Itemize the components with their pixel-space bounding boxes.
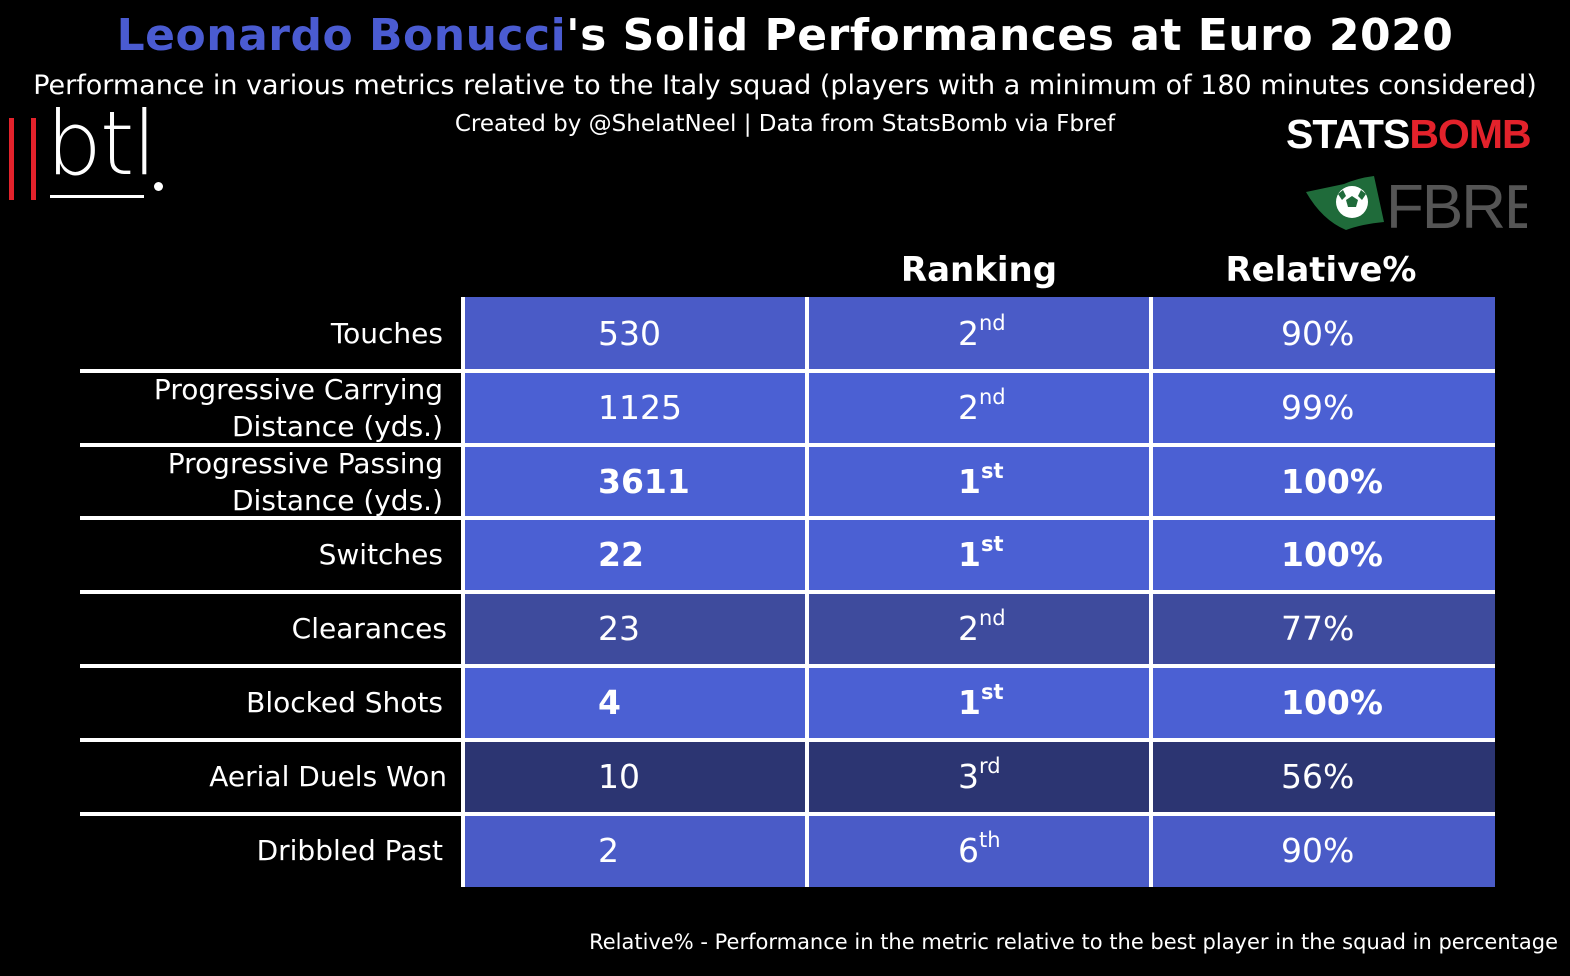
ranking-number: 6 [958, 830, 979, 870]
ranking-suffix: nd [979, 384, 1006, 409]
row-relative: 100% [1281, 461, 1383, 501]
ranking-number: 2 [958, 314, 979, 353]
row-divider [80, 664, 1495, 668]
credit-line: Created by @ShelatNeel | Data from Stats… [454, 111, 1116, 137]
ranking-suffix: st [980, 680, 1004, 704]
btl-logo-bars [9, 118, 36, 200]
row-label: Progressive Passing Distance (yds.) [168, 445, 443, 519]
column-divider [805, 297, 809, 888]
row-value: 3611 [598, 461, 690, 501]
btl-logo-dot [154, 182, 163, 191]
table-row-bg [463, 739, 1495, 814]
ranking-number: 2 [958, 609, 979, 649]
row-relative: 56% [1281, 756, 1355, 796]
ranking-number: 1 [958, 535, 981, 575]
chart-title: Leonardo Bonucci's Solid Performances at… [0, 10, 1570, 61]
row-divider [80, 811, 1495, 816]
column-header-relative: Relative% [1225, 250, 1417, 290]
row-label-line: Distance (yds.) [231, 483, 443, 517]
row-label: Aerial Duels Won [209, 759, 447, 793]
row-value: 1125 [598, 387, 682, 427]
table-row-bg [463, 444, 1495, 519]
table-row-bg [463, 370, 1495, 445]
ranking-suffix: nd [979, 311, 1006, 335]
row-relative: 90% [1281, 830, 1355, 870]
ranking-number: 2 [958, 387, 979, 427]
table-row-bg [463, 813, 1495, 888]
statsbomb-logo-part2: BOMB [1409, 111, 1531, 157]
fbref-logo-text: FBREF [1386, 173, 1527, 234]
row-relative: 100% [1281, 535, 1383, 575]
row-value: 22 [598, 535, 644, 575]
row-label: Progressive Carrying Distance (yds.) [154, 371, 443, 445]
statsbomb-logo: STATSBOMB [1286, 111, 1532, 158]
ranking-number: 1 [958, 683, 981, 722]
column-header-ranking: Ranking [900, 250, 1058, 290]
row-ranking: 2nd [958, 386, 1006, 427]
row-label: Clearances [291, 612, 447, 646]
ranking-number: 3 [958, 756, 979, 796]
table-row-bg [463, 297, 1495, 371]
ranking-suffix: st [980, 458, 1004, 483]
table-row-bg [463, 666, 1495, 740]
row-value: 10 [598, 756, 640, 796]
fbref-logo: FBREF [1306, 173, 1527, 234]
row-divider [80, 368, 1495, 373]
ranking-suffix: st [980, 532, 1004, 557]
btl-logo-underline [50, 195, 144, 198]
row-ranking: 3rd [958, 755, 1001, 796]
row-ranking: 1st [958, 682, 1004, 722]
row-ranking: 2nd [958, 313, 1006, 353]
btl-logo-text: btl [46, 92, 157, 195]
row-ranking: 1st [958, 460, 1004, 501]
statsbomb-logo-part1: STATS [1286, 111, 1410, 157]
row-label-line: Progressive Carrying [153, 372, 443, 406]
row-relative: 99% [1281, 387, 1355, 427]
title-player-name: Leonardo Bonucci [116, 10, 567, 61]
row-label: Dribbled Past [256, 833, 443, 867]
column-divider [1149, 297, 1153, 888]
row-label-line: Progressive Passing [167, 446, 443, 480]
row-value: 4 [598, 683, 621, 722]
row-relative: 77% [1281, 609, 1355, 649]
footnote: Relative% - Performance in the metric re… [589, 930, 1558, 954]
ranking-suffix: nd [979, 606, 1006, 631]
row-label-line: Distance (yds.) [231, 409, 443, 443]
row-value: 530 [598, 314, 661, 353]
row-divider [80, 442, 1495, 447]
row-divider [80, 516, 1495, 521]
row-ranking: 2nd [958, 608, 1006, 649]
row-ranking: 1st [958, 534, 1004, 575]
ranking-suffix: rd [979, 753, 1001, 778]
row-value: 2 [598, 830, 619, 870]
row-divider [80, 590, 1495, 595]
row-relative: 100% [1281, 683, 1383, 722]
row-relative: 90% [1281, 314, 1355, 353]
table-row-bg [463, 592, 1495, 666]
row-label: Switches [318, 538, 443, 572]
row-value: 23 [598, 609, 640, 649]
row-divider [80, 737, 1495, 742]
title-rest: 's Solid Performances at Euro 2020 [566, 10, 1454, 61]
row-ranking: 6th [958, 829, 1001, 870]
ranking-suffix: th [979, 827, 1001, 852]
table-row-bg [463, 518, 1495, 593]
row-label: Blocked Shots [246, 686, 443, 719]
chart-subtitle: Performance in various metrics relative … [33, 70, 1537, 101]
ranking-number: 1 [958, 461, 981, 501]
row-label: Touches [330, 317, 443, 350]
column-divider-left [461, 297, 465, 888]
